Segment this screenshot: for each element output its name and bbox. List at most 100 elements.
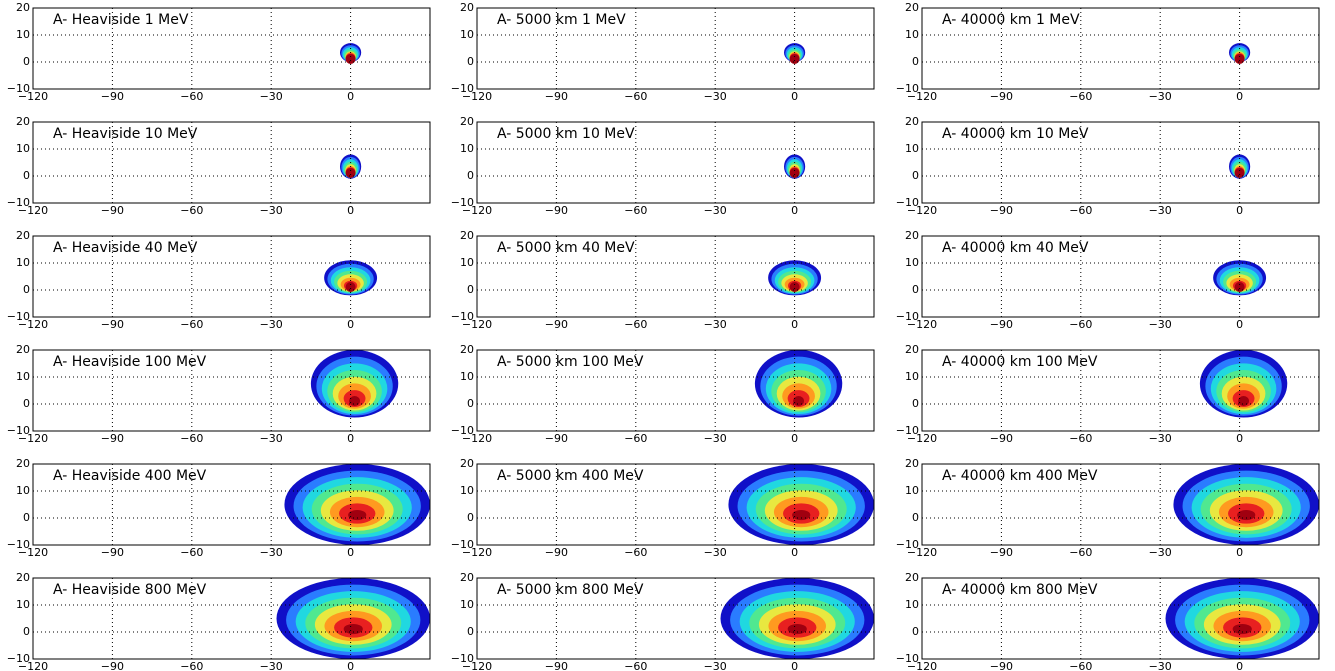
x-tick-label: −90 — [990, 90, 1013, 103]
y-tick-label: −10 — [451, 82, 474, 95]
panel: −120 −90 −60 −30 0 −10 0 10 20 A- Heaviside 1 MeV — [7, 1, 431, 103]
source-emission — [1234, 282, 1245, 292]
y-tick-label: −10 — [451, 424, 474, 437]
y-tick-label: 10 — [16, 370, 30, 383]
plot-frame — [921, 121, 1320, 204]
x-tick-label: −30 — [1149, 546, 1172, 559]
source-emission — [789, 282, 800, 292]
x-tick-label: 0 — [1236, 204, 1243, 217]
plot-frame — [32, 349, 431, 432]
y-tick-label: 20 — [16, 571, 30, 584]
x-tick-label: −30 — [1149, 90, 1172, 103]
source-emission — [343, 623, 363, 635]
y-tick-label: 20 — [460, 457, 474, 470]
y-tick-label: 20 — [16, 1, 30, 14]
x-tick-label: −120 — [462, 546, 492, 559]
panel: −120 −90 −60 −30 0 −10 0 10 20 A- 5000 km 800 MeV — [451, 571, 875, 671]
y-tick-label: 20 — [905, 571, 919, 584]
x-tick-label: −30 — [260, 546, 283, 559]
y-tick-label: 10 — [905, 598, 919, 611]
source-emission — [793, 396, 805, 406]
panel: −120 −90 −60 −30 0 −10 0 10 20 A- 5000 km 400 MeV — [451, 457, 875, 559]
y-tick-label: 20 — [905, 1, 919, 14]
y-tick-label: 0 — [23, 625, 30, 638]
source-emission — [1238, 396, 1250, 406]
panel-title: A- 40000 km 1 MeV — [942, 12, 1080, 28]
y-tick-label: 10 — [905, 28, 919, 41]
x-tick-label: 0 — [1236, 546, 1243, 559]
x-tick-label: −120 — [462, 204, 492, 217]
x-tick-label: −90 — [990, 432, 1013, 445]
source-emission — [345, 54, 356, 64]
source-emission — [348, 509, 367, 521]
y-tick-label: 20 — [460, 1, 474, 14]
source-emission — [792, 509, 811, 521]
y-tick-label: 20 — [460, 571, 474, 584]
x-tick-label: −120 — [907, 204, 937, 217]
panel: −120 −90 −60 −30 0 −10 0 10 20 A- Heaviside 800 M… — [7, 571, 431, 671]
x-tick-label: 0 — [347, 90, 354, 103]
y-tick-label: 20 — [16, 343, 30, 356]
x-tick-label: 0 — [791, 660, 798, 671]
y-tick-label: 0 — [23, 397, 30, 410]
x-tick-label: 0 — [791, 204, 798, 217]
y-tick-label: −10 — [896, 82, 919, 95]
source-emission — [1237, 509, 1256, 521]
x-tick-label: −120 — [907, 432, 937, 445]
x-tick-label: −120 — [18, 660, 48, 671]
x-tick-label: 0 — [1236, 318, 1243, 331]
plot-frame — [476, 349, 875, 432]
x-tick-label: −120 — [907, 660, 937, 671]
y-tick-label: 0 — [23, 511, 30, 524]
panel-title: A- 5000 km 400 MeV — [497, 468, 644, 484]
y-tick-label: 20 — [16, 229, 30, 242]
panel: −120 −90 −60 −30 0 −10 0 10 20 A- 5000 km 10 MeV — [451, 115, 875, 217]
source-emission — [789, 54, 800, 64]
panel: −120 −90 −60 −30 0 −10 0 10 20 A- 40000 km 400 Me… — [896, 457, 1320, 559]
plot-frame — [921, 577, 1320, 660]
y-tick-label: 0 — [467, 169, 474, 182]
source-emission — [1232, 623, 1252, 635]
y-tick-label: 10 — [16, 28, 30, 41]
y-tick-label: 20 — [460, 343, 474, 356]
x-tick-label: 0 — [347, 432, 354, 445]
y-tick-label: −10 — [451, 310, 474, 323]
plot-frame — [476, 121, 875, 204]
source-emission — [789, 168, 800, 178]
x-tick-label: 0 — [791, 90, 798, 103]
x-tick-label: 0 — [347, 204, 354, 217]
x-tick-label: 0 — [347, 546, 354, 559]
y-tick-label: 20 — [905, 457, 919, 470]
y-tick-label: 0 — [467, 55, 474, 68]
panel: −120 −90 −60 −30 0 −10 0 10 20 A- 5000 km 100 MeV — [451, 343, 875, 445]
x-tick-label: −60 — [1069, 204, 1092, 217]
x-tick-label: −30 — [704, 318, 727, 331]
panel-title: A- Heaviside 10 MeV — [53, 126, 198, 142]
x-tick-label: 0 — [347, 660, 354, 671]
x-tick-label: −30 — [704, 204, 727, 217]
y-tick-label: 0 — [912, 283, 919, 296]
plot-frame — [476, 7, 875, 90]
y-tick-label: 10 — [460, 256, 474, 269]
x-tick-label: −90 — [990, 318, 1013, 331]
panel: −120 −90 −60 −30 0 −10 0 10 20 A- Heaviside 100 M… — [7, 343, 431, 445]
y-tick-label: −10 — [7, 538, 30, 551]
x-tick-label: −60 — [624, 546, 647, 559]
panel: −120 −90 −60 −30 0 −10 0 10 20 A- 5000 km 1 MeV — [451, 1, 875, 103]
x-tick-label: −90 — [545, 318, 568, 331]
x-tick-label: −120 — [907, 546, 937, 559]
x-tick-label: −90 — [545, 90, 568, 103]
x-tick-label: −120 — [18, 204, 48, 217]
y-tick-label: 0 — [912, 169, 919, 182]
x-tick-label: −120 — [907, 318, 937, 331]
y-tick-label: −10 — [7, 652, 30, 665]
y-tick-label: 20 — [16, 457, 30, 470]
y-tick-label: 10 — [16, 142, 30, 155]
x-tick-label: −90 — [990, 546, 1013, 559]
panel-title: A- 40000 km 100 MeV — [942, 354, 1098, 370]
panel-title: A- Heaviside 1 MeV — [53, 12, 189, 28]
x-tick-label: −90 — [101, 90, 124, 103]
x-tick-label: −30 — [1149, 318, 1172, 331]
x-tick-label: −60 — [180, 90, 203, 103]
panel-title: A- 40000 km 40 MeV — [942, 240, 1089, 256]
